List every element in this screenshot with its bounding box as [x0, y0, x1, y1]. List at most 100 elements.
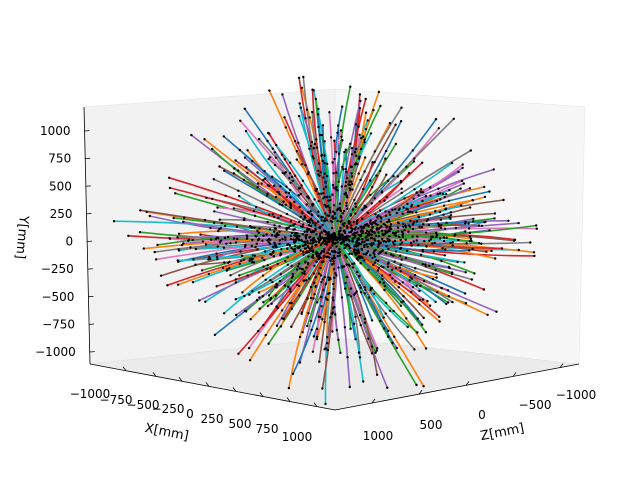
hit-point	[467, 227, 471, 230]
hit-point	[325, 298, 329, 301]
hit-point	[417, 216, 421, 219]
hit-point	[380, 265, 383, 268]
hit-point	[314, 240, 318, 243]
hit-point	[269, 267, 272, 270]
hit-point	[359, 230, 362, 233]
hit-point	[298, 294, 301, 297]
hit-point	[344, 180, 348, 184]
hit-point	[349, 85, 352, 88]
hit-point	[351, 266, 354, 269]
hit-point	[290, 247, 293, 250]
hit-point	[334, 272, 337, 275]
hit-point	[348, 187, 351, 190]
hit-point	[355, 240, 358, 243]
hit-point	[380, 274, 384, 277]
hit-point	[363, 204, 366, 207]
hit-point	[370, 237, 374, 240]
hit-point	[325, 219, 329, 222]
hit-point	[369, 254, 372, 257]
hit-point	[320, 295, 323, 299]
hit-point	[199, 233, 202, 236]
hit-point	[323, 275, 326, 279]
hit-point	[234, 278, 237, 281]
hit-point	[317, 173, 320, 176]
hit-point	[459, 187, 462, 190]
hit-point	[287, 226, 290, 229]
hit-point	[288, 301, 291, 305]
hit-point	[320, 192, 323, 195]
hit-point	[268, 184, 271, 188]
hit-point	[359, 99, 362, 103]
hit-point	[344, 236, 347, 239]
hit-point	[311, 249, 314, 252]
hit-point	[316, 220, 320, 223]
z-tick-label: −500	[519, 398, 552, 412]
hit-point	[237, 352, 240, 355]
hit-point	[373, 150, 376, 153]
hit-point	[255, 298, 259, 302]
hit-point	[357, 172, 360, 175]
hit-point	[168, 237, 172, 240]
hit-point	[409, 219, 412, 222]
hit-point	[112, 220, 116, 223]
hit-points	[112, 75, 538, 406]
hit-point	[338, 230, 341, 233]
hit-point	[326, 251, 330, 255]
hit-point	[398, 266, 401, 269]
hit-point	[335, 150, 338, 153]
hit-point	[311, 88, 314, 91]
hit-point	[361, 240, 364, 244]
hit-point	[267, 237, 271, 241]
hit-point	[275, 324, 279, 327]
hit-point	[326, 348, 329, 352]
hit-point	[385, 195, 389, 199]
hit-point	[208, 257, 212, 260]
hit-point	[256, 186, 259, 189]
hit-point	[441, 247, 444, 250]
hit-point	[291, 179, 295, 182]
hit-point	[388, 220, 391, 223]
hit-point	[299, 215, 302, 219]
x-tick-mark	[178, 377, 183, 382]
hit-point	[326, 336, 329, 339]
hit-point	[327, 204, 330, 208]
hit-point	[330, 239, 333, 242]
hit-point	[354, 123, 358, 126]
x-tick-label: 250	[201, 412, 224, 426]
hit-point	[334, 234, 337, 237]
hit-point	[300, 311, 304, 314]
hit-point	[402, 295, 405, 298]
hit-point	[396, 226, 400, 229]
hit-point	[277, 216, 280, 220]
hit-point	[279, 325, 283, 328]
hit-point	[297, 284, 301, 288]
hit-point	[347, 220, 350, 223]
hit-point	[398, 282, 401, 285]
hit-point	[359, 323, 362, 327]
hit-point	[234, 241, 238, 244]
hit-point	[264, 333, 267, 337]
hit-point	[349, 287, 353, 290]
hit-point	[247, 346, 251, 350]
hit-point	[399, 254, 402, 257]
hit-point	[267, 294, 271, 297]
hit-point	[262, 323, 265, 327]
hit-point	[447, 301, 450, 304]
hit-point	[421, 298, 425, 301]
hit-point	[334, 217, 337, 220]
hit-point	[386, 221, 389, 224]
track-line	[140, 209, 336, 239]
hit-point	[442, 213, 445, 216]
hit-point	[285, 195, 288, 199]
hit-point	[341, 238, 344, 241]
hit-point	[323, 348, 326, 351]
hit-point	[258, 227, 261, 230]
hit-point	[336, 208, 339, 212]
hit-point	[278, 225, 281, 228]
hit-point	[304, 251, 307, 254]
hit-point	[246, 274, 249, 277]
track-line	[334, 237, 402, 307]
hit-point	[271, 280, 274, 284]
hit-point	[393, 280, 397, 283]
